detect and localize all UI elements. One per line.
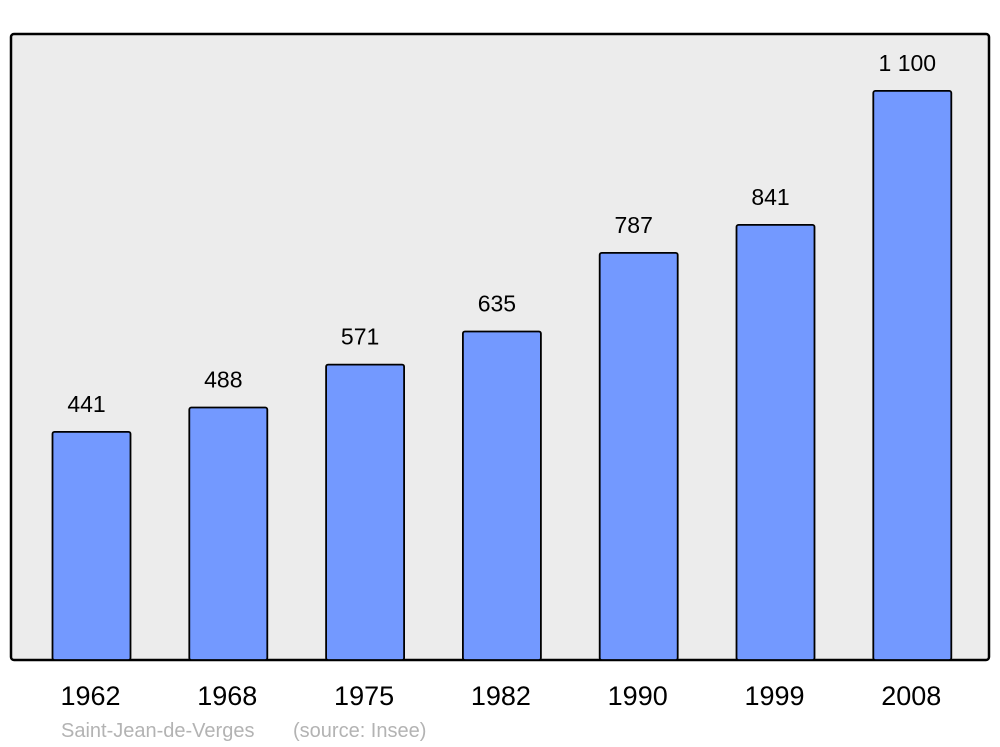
x-tick-1962: 1962 [60,681,120,711]
data-label-1962: 441 [67,391,105,417]
data-label-1999: 841 [751,184,789,210]
data-label-1968: 488 [204,367,242,393]
x-tick-1982: 1982 [471,681,531,711]
data-label-2008: 1 100 [879,50,937,76]
footer-source: (source: Insee) [293,720,426,742]
x-tick-1975: 1975 [334,681,394,711]
x-tick-2008: 2008 [881,681,941,711]
data-label-1975: 571 [341,324,379,350]
bar-1962 [51,430,132,661]
x-tick-1999: 1999 [744,681,804,711]
footer-place: Saint-Jean-de-Verges [61,720,254,742]
bar-2008 [872,90,953,661]
x-tick-1990: 1990 [608,681,668,711]
bar-1975 [325,363,406,661]
x-tick-1968: 1968 [197,681,257,711]
bar-1990 [598,251,679,661]
data-label-1990: 787 [615,212,653,238]
bar-1999 [735,224,816,661]
bar-1982 [461,330,542,661]
bar-1968 [188,406,269,661]
data-label-1982: 635 [478,290,516,316]
